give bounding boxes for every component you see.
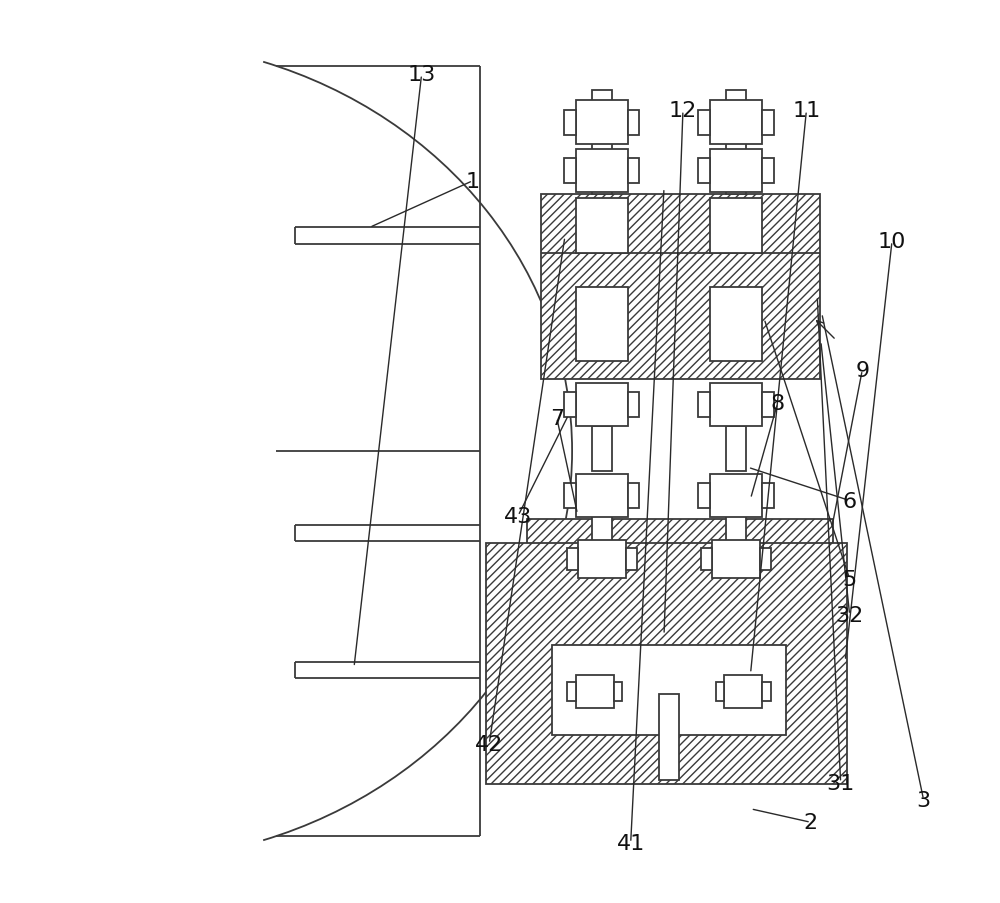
- Bar: [710, 474, 762, 517]
- Bar: [712, 541, 760, 579]
- Text: 12: 12: [669, 101, 697, 121]
- Bar: [698, 392, 710, 417]
- Bar: [726, 90, 746, 195]
- Text: 5: 5: [843, 570, 857, 590]
- Bar: [701, 548, 712, 571]
- Bar: [564, 483, 576, 508]
- Bar: [628, 392, 639, 417]
- Text: 8: 8: [771, 394, 785, 414]
- Bar: [760, 548, 771, 571]
- Text: 42: 42: [475, 734, 503, 754]
- Bar: [592, 90, 612, 195]
- Bar: [710, 383, 762, 426]
- Bar: [567, 683, 576, 702]
- Bar: [564, 110, 576, 135]
- Bar: [698, 110, 710, 135]
- Bar: [710, 288, 762, 361]
- Bar: [698, 159, 710, 184]
- Bar: [576, 675, 614, 708]
- Bar: [628, 110, 639, 135]
- Bar: [614, 683, 622, 702]
- Bar: [762, 483, 774, 508]
- Text: 2: 2: [804, 813, 818, 833]
- Bar: [628, 483, 639, 508]
- Text: 43: 43: [504, 507, 532, 526]
- Bar: [762, 683, 771, 702]
- Text: 1: 1: [466, 172, 480, 191]
- Text: 32: 32: [836, 605, 864, 626]
- Text: 10: 10: [878, 232, 906, 252]
- Bar: [486, 544, 847, 785]
- Bar: [576, 383, 628, 426]
- Bar: [698, 483, 710, 508]
- Text: 13: 13: [407, 65, 436, 85]
- Bar: [726, 498, 746, 548]
- Bar: [564, 159, 576, 184]
- Text: 11: 11: [792, 101, 821, 121]
- Bar: [527, 520, 833, 547]
- Bar: [710, 101, 762, 144]
- Bar: [726, 426, 746, 471]
- Text: 41: 41: [617, 833, 645, 853]
- Bar: [576, 101, 628, 144]
- Bar: [628, 159, 639, 184]
- Text: 7: 7: [550, 408, 564, 428]
- Bar: [659, 694, 679, 780]
- Bar: [564, 392, 576, 417]
- Bar: [541, 195, 820, 379]
- Bar: [592, 498, 612, 548]
- Bar: [762, 110, 774, 135]
- Bar: [576, 288, 628, 361]
- Text: 31: 31: [827, 773, 855, 793]
- Bar: [716, 683, 724, 702]
- Text: 3: 3: [917, 790, 931, 810]
- Bar: [576, 150, 628, 193]
- Bar: [710, 199, 762, 254]
- Bar: [626, 548, 637, 571]
- Bar: [576, 199, 628, 254]
- Text: 6: 6: [843, 491, 857, 511]
- Bar: [762, 392, 774, 417]
- Bar: [592, 426, 612, 471]
- Bar: [724, 675, 762, 708]
- Bar: [762, 159, 774, 184]
- Bar: [567, 548, 578, 571]
- Bar: [552, 645, 786, 735]
- Bar: [576, 474, 628, 517]
- Bar: [578, 541, 626, 579]
- Text: 9: 9: [855, 360, 869, 380]
- Bar: [710, 150, 762, 193]
